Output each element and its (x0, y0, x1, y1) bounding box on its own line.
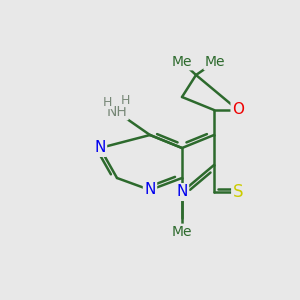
Text: Me: Me (172, 225, 192, 239)
Text: H: H (102, 95, 112, 109)
Text: O: O (232, 103, 244, 118)
Text: N: N (94, 140, 106, 155)
Text: NH: NH (106, 105, 128, 119)
Text: S: S (233, 183, 243, 201)
Text: H: H (120, 94, 130, 106)
Text: Me: Me (205, 55, 225, 69)
Text: N: N (144, 182, 156, 197)
Text: Me: Me (172, 55, 192, 69)
Text: N: N (176, 184, 188, 200)
